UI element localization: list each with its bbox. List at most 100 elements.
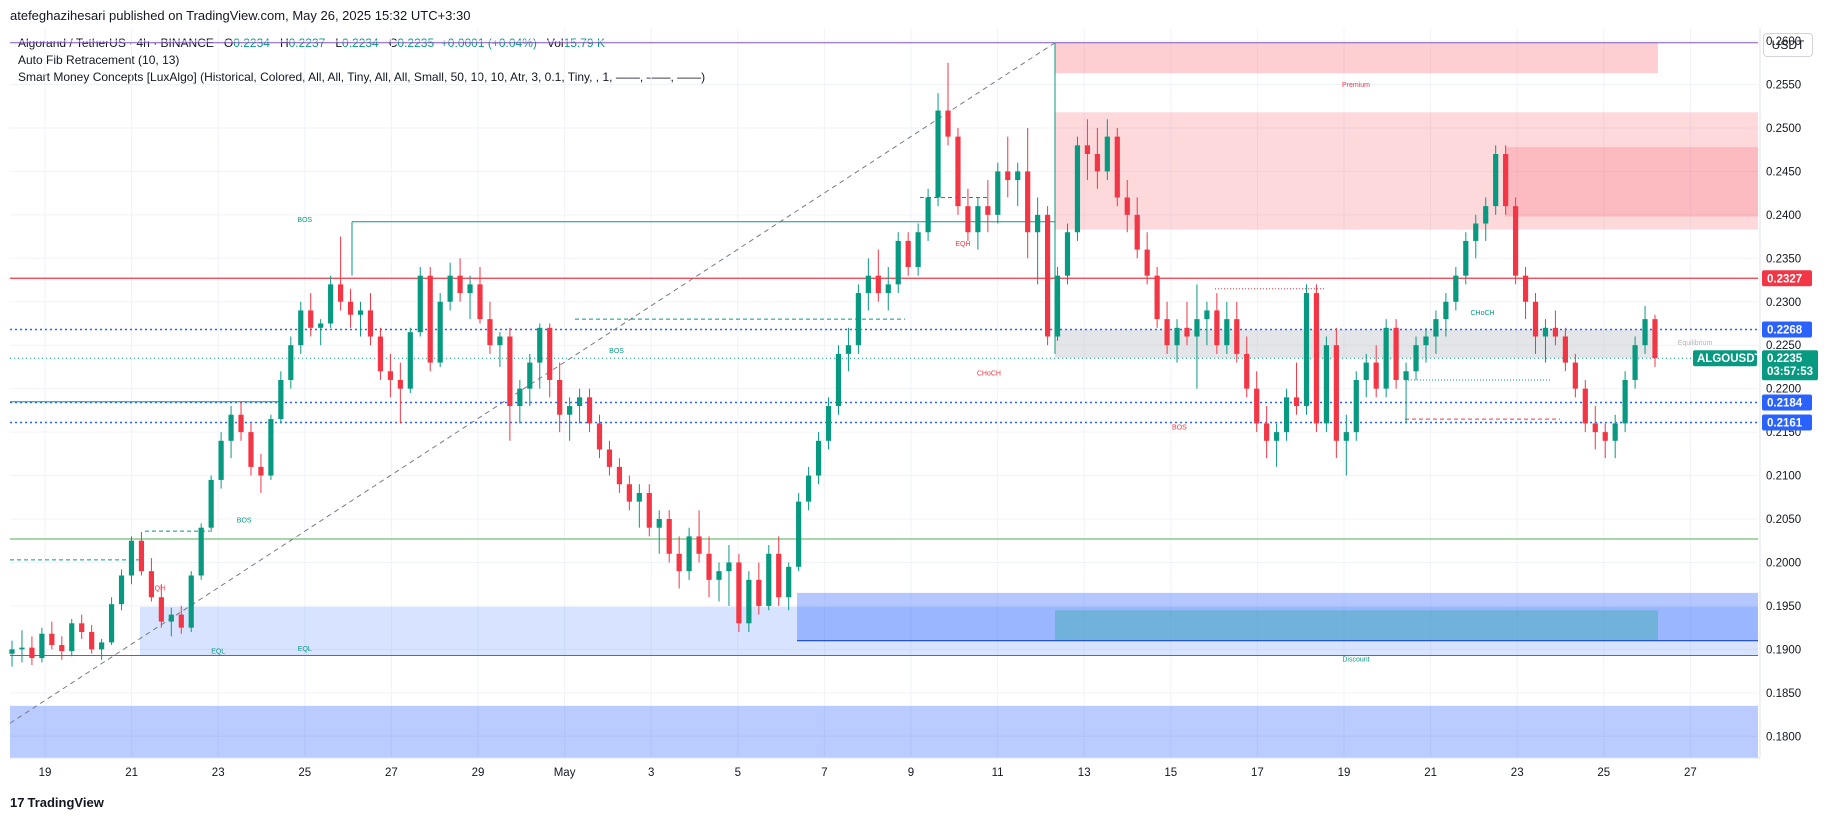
current-price-label: 0.2235: [1767, 353, 1803, 365]
time-tick-label: 5: [735, 767, 741, 779]
symbol-price-tag: [1693, 350, 1757, 367]
bull-candle: [1423, 336, 1429, 346]
price-tick-label: 0.2350: [1766, 253, 1801, 265]
bull-candle: [686, 536, 692, 572]
bear-candle: [1154, 275, 1160, 320]
bull-candle: [1612, 423, 1618, 441]
bearish-order-block: [1505, 147, 1758, 217]
bull-candle: [208, 479, 214, 528]
bear-candle: [338, 284, 344, 302]
bull-candle: [1493, 154, 1499, 207]
symbol-tag-label: ALGOUSDT: [1697, 353, 1762, 365]
bear-candle: [158, 597, 164, 622]
bull-candle: [716, 571, 722, 580]
bear-candle: [646, 492, 652, 528]
price-tag: [1762, 321, 1812, 338]
bear-candle: [1044, 214, 1051, 337]
bull-candle: [865, 275, 871, 294]
bear-candle: [736, 562, 742, 624]
price-tick-label: 0.2250: [1766, 340, 1801, 352]
bear-candle: [138, 540, 145, 572]
bear-candle: [616, 466, 623, 485]
price-tick-label: 0.2400: [1766, 210, 1801, 222]
bull-candle: [1473, 223, 1479, 241]
price-tick-label: 0.2200: [1766, 384, 1801, 396]
bear-candle: [347, 301, 354, 315]
bull-candle: [835, 353, 842, 407]
bull-candle: [656, 519, 662, 528]
bear-candle: [1005, 171, 1011, 181]
bull-candle: [1064, 232, 1071, 276]
bull-candle: [1353, 379, 1359, 433]
bull-candle: [1204, 310, 1210, 320]
indicator-fib[interactable]: Auto Fib Retracement (10, 13): [18, 53, 180, 67]
price-tag-label: 0.2268: [1767, 325, 1803, 337]
bull-candle: [1542, 327, 1549, 337]
price-tag-label: 0.2327: [1767, 273, 1802, 285]
time-tick-label: 7: [821, 767, 827, 779]
price-tag: [1762, 394, 1812, 411]
structure-label: BOS: [1172, 425, 1187, 432]
bull-candle: [437, 301, 443, 363]
bull-candle: [1054, 275, 1061, 337]
time-tick-label: 13: [1078, 767, 1091, 779]
bear-candle: [367, 310, 374, 337]
discount-label: Discount: [1342, 657, 1369, 664]
bull-candle: [108, 604, 115, 643]
time-tick-label: 19: [39, 767, 52, 779]
structure-label: BOS: [297, 217, 312, 224]
bull-candle: [537, 327, 543, 363]
bear-candle: [1572, 362, 1578, 389]
bull-candle: [1642, 319, 1648, 346]
bull-candle: [1104, 136, 1110, 172]
bear-candle: [1652, 319, 1658, 359]
bear-candle: [1124, 197, 1130, 215]
bull-candle: [726, 562, 732, 572]
bear-candle: [1532, 301, 1539, 337]
fib-trend-line: [9, 42, 1056, 724]
bull-candle: [1343, 432, 1349, 441]
bull-candle: [99, 642, 105, 650]
bear-candle: [59, 645, 65, 652]
bull-candle: [328, 284, 334, 324]
bear-candle: [258, 466, 264, 476]
bear-candle: [1264, 423, 1270, 441]
bull-candle: [1224, 319, 1230, 346]
currency-selector-button[interactable]: USDT: [1763, 33, 1813, 57]
bull-candle: [1303, 293, 1310, 407]
bull-candle: [1035, 214, 1041, 233]
indicator-smc[interactable]: Smart Money Concepts [LuxAlgo] (Historic…: [18, 70, 706, 84]
time-tick-label: 25: [298, 767, 311, 779]
price-tick-label: 0.2600: [1766, 36, 1801, 48]
structure-label: EQL: [298, 646, 312, 653]
bear-candle: [1244, 353, 1250, 389]
bear-candle: [596, 423, 603, 450]
time-tick-label: 27: [385, 767, 398, 779]
time-tick-label: 11: [992, 767, 1004, 779]
time-tick-label: 3: [648, 767, 654, 779]
bear-candle: [1393, 327, 1399, 380]
price-tick-label: 0.2050: [1766, 514, 1801, 526]
time-tick-label: 21: [125, 767, 138, 779]
structure-label: BOS: [237, 517, 252, 524]
bull-candle: [318, 323, 324, 328]
symbol-row: Algorand / TetherUS · 4h · BINANCE O0.22…: [18, 35, 705, 52]
bull-candle: [1632, 345, 1638, 380]
bull-candle: [845, 345, 852, 354]
bull-candle: [567, 406, 573, 415]
time-tick-label: 19: [1338, 767, 1351, 779]
bull-candle: [278, 379, 284, 420]
bull-candle: [298, 310, 304, 346]
price-tick-label: 0.2300: [1766, 297, 1801, 309]
tradingview-logo[interactable]: 17 TradingView: [10, 795, 104, 810]
time-tick-label: 29: [472, 767, 485, 779]
bull-candle: [268, 419, 274, 476]
bear-candle: [706, 553, 712, 580]
bear-candle: [1592, 423, 1598, 433]
bull-candle: [1403, 371, 1409, 380]
bear-candle: [1134, 214, 1140, 250]
bear-candle: [776, 553, 782, 598]
bear-candle: [1025, 171, 1031, 233]
bear-candle: [1512, 206, 1519, 276]
